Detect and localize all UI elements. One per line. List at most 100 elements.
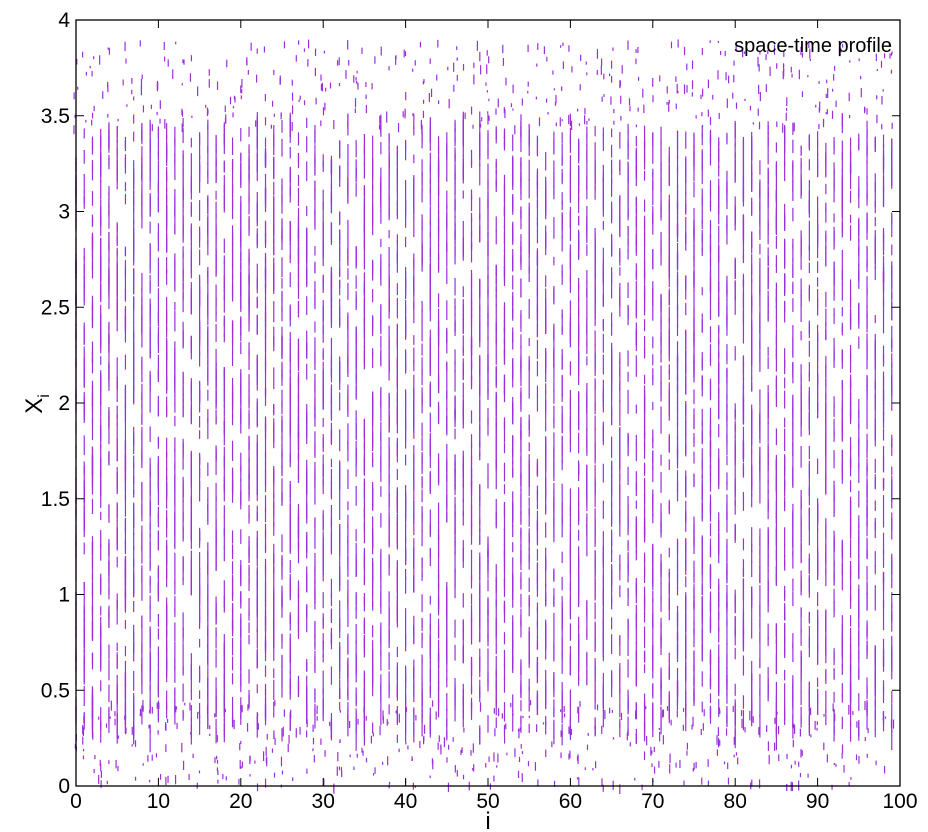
data-point bbox=[627, 699, 629, 714]
data-point bbox=[562, 61, 564, 69]
data-point bbox=[256, 463, 258, 483]
data-point bbox=[83, 716, 85, 723]
data-point bbox=[495, 617, 497, 627]
data-point bbox=[396, 487, 398, 505]
data-point bbox=[528, 179, 530, 199]
data-point bbox=[207, 325, 209, 343]
data-point bbox=[520, 314, 522, 328]
data-point bbox=[440, 745, 442, 755]
data-point bbox=[454, 540, 456, 556]
data-point bbox=[223, 430, 225, 446]
data-point bbox=[396, 708, 398, 716]
data-point bbox=[602, 393, 604, 413]
data-point bbox=[240, 478, 242, 498]
data-point bbox=[561, 313, 563, 335]
data-point bbox=[133, 437, 135, 455]
data-point bbox=[190, 381, 192, 391]
data-point bbox=[462, 304, 464, 321]
data-point bbox=[133, 671, 135, 691]
data-point bbox=[215, 696, 217, 717]
data-point bbox=[619, 387, 621, 403]
data-point bbox=[396, 240, 398, 260]
data-point bbox=[320, 74, 322, 81]
data-point bbox=[83, 490, 85, 504]
data-point bbox=[594, 427, 596, 446]
data-point bbox=[421, 227, 423, 247]
data-point bbox=[453, 62, 455, 72]
data-point bbox=[223, 261, 225, 279]
data-point bbox=[619, 352, 621, 365]
data-point bbox=[314, 294, 316, 310]
data-point bbox=[487, 147, 489, 160]
data-point bbox=[503, 206, 506, 229]
data-point bbox=[182, 500, 184, 522]
data-point bbox=[578, 215, 580, 226]
data-point bbox=[479, 304, 481, 323]
data-point bbox=[347, 540, 349, 562]
data-point bbox=[446, 190, 448, 209]
data-point bbox=[215, 632, 217, 649]
data-point bbox=[627, 161, 629, 184]
data-point bbox=[594, 483, 596, 494]
data-point bbox=[306, 485, 308, 495]
data-point bbox=[297, 542, 300, 564]
data-point bbox=[207, 169, 209, 185]
data-point bbox=[339, 211, 341, 226]
data-point bbox=[108, 611, 110, 628]
data-point bbox=[553, 673, 555, 695]
data-point bbox=[320, 738, 322, 745]
data-point bbox=[602, 608, 604, 625]
data-point bbox=[578, 166, 580, 187]
data-point bbox=[536, 724, 538, 733]
data-point bbox=[619, 195, 621, 204]
data-point bbox=[248, 578, 250, 591]
data-point bbox=[421, 368, 423, 386]
data-point bbox=[613, 120, 615, 125]
data-point bbox=[415, 715, 417, 721]
data-point bbox=[256, 537, 258, 559]
data-point bbox=[405, 675, 407, 697]
data-point bbox=[83, 674, 85, 685]
data-point bbox=[149, 471, 151, 489]
data-point bbox=[107, 81, 109, 88]
data-point bbox=[174, 775, 177, 785]
data-point bbox=[594, 163, 596, 184]
data-point bbox=[505, 723, 507, 730]
data-point bbox=[248, 282, 250, 301]
data-point bbox=[487, 609, 489, 625]
data-point bbox=[413, 445, 415, 463]
data-point bbox=[248, 484, 250, 498]
data-point bbox=[264, 437, 267, 458]
data-point bbox=[240, 195, 242, 212]
data-point bbox=[273, 566, 275, 578]
data-point bbox=[479, 163, 481, 186]
data-point bbox=[363, 328, 365, 348]
data-point bbox=[421, 528, 423, 547]
data-point bbox=[586, 175, 588, 190]
data-point bbox=[454, 531, 456, 546]
data-point bbox=[520, 334, 522, 349]
data-point bbox=[157, 646, 159, 655]
data-point bbox=[576, 756, 579, 761]
data-point bbox=[487, 618, 489, 639]
data-point bbox=[396, 414, 398, 424]
data-point bbox=[627, 716, 629, 736]
data-point bbox=[190, 162, 192, 173]
data-point bbox=[421, 172, 423, 183]
data-point bbox=[190, 180, 192, 200]
data-point bbox=[248, 442, 250, 464]
data-point bbox=[207, 409, 209, 423]
data-point bbox=[151, 124, 153, 132]
data-point bbox=[281, 257, 283, 278]
data-point bbox=[273, 730, 275, 740]
data-point bbox=[355, 529, 357, 542]
data-point bbox=[124, 259, 127, 277]
data-point bbox=[635, 531, 637, 554]
data-point bbox=[264, 558, 267, 576]
data-point bbox=[594, 579, 596, 601]
data-point bbox=[322, 348, 324, 359]
data-point bbox=[297, 474, 300, 483]
data-point bbox=[586, 383, 588, 393]
data-point bbox=[215, 369, 217, 389]
data-point bbox=[454, 138, 456, 147]
